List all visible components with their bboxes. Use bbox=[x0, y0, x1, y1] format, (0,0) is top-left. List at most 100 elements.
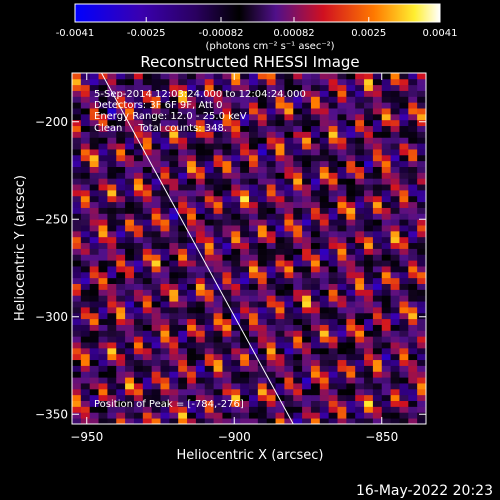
heatmap-cell bbox=[89, 90, 99, 97]
heatmap-cell bbox=[133, 236, 144, 244]
heatmap-cell bbox=[151, 119, 161, 127]
heatmap-cell bbox=[98, 143, 108, 150]
heatmap-cell bbox=[310, 266, 321, 273]
heatmap-cell bbox=[107, 353, 117, 361]
heatmap-cell bbox=[187, 254, 197, 261]
heatmap-cell bbox=[240, 394, 250, 401]
heatmap-cell bbox=[89, 271, 99, 279]
heatmap-cell bbox=[293, 336, 303, 343]
heatmap-cell bbox=[328, 277, 338, 284]
heatmap-cell bbox=[381, 201, 391, 208]
heatmap-cell bbox=[328, 242, 338, 249]
heatmap-cell bbox=[222, 225, 232, 232]
heatmap-cell bbox=[142, 201, 153, 208]
heatmap-cell bbox=[89, 160, 99, 167]
heatmap-cell bbox=[381, 149, 391, 156]
heatmap-cell bbox=[72, 347, 82, 355]
heatmap-cell bbox=[178, 78, 188, 86]
heatmap-cell bbox=[169, 90, 179, 97]
heatmap-cell bbox=[302, 78, 312, 86]
heatmap-cell bbox=[125, 260, 135, 267]
heatmap-cell bbox=[337, 371, 347, 378]
heatmap-cell bbox=[89, 371, 99, 378]
heatmap-cell bbox=[249, 359, 259, 366]
heatmap-cell bbox=[80, 78, 91, 86]
heatmap-cell bbox=[310, 195, 321, 203]
heatmap-cell bbox=[116, 412, 126, 419]
heatmap-cell bbox=[328, 184, 338, 191]
heatmap-cell bbox=[293, 125, 303, 132]
heatmap-cell bbox=[231, 96, 241, 103]
heatmap-cell bbox=[213, 377, 223, 384]
heatmap-cell bbox=[169, 96, 179, 103]
heatmap-cell bbox=[133, 207, 144, 214]
heatmap-cell bbox=[98, 400, 108, 407]
heatmap-cell bbox=[319, 353, 330, 361]
heatmap-cell bbox=[107, 266, 117, 273]
heatmap-cell bbox=[399, 377, 409, 384]
heatmap-cell bbox=[107, 324, 117, 331]
heatmap-cell bbox=[204, 236, 214, 244]
chart-title: Reconstructed RHESSI Image bbox=[140, 53, 359, 71]
heatmap-cell bbox=[293, 178, 303, 185]
heatmap-cell bbox=[178, 406, 188, 413]
heatmap-cell bbox=[204, 113, 214, 121]
heatmap-cell bbox=[266, 283, 276, 290]
heatmap-cell bbox=[240, 125, 250, 132]
heatmap-cell bbox=[178, 412, 188, 419]
heatmap-cell bbox=[257, 201, 268, 208]
heatmap-cell bbox=[319, 412, 330, 419]
heatmap-cell bbox=[275, 78, 285, 86]
heatmap-cell bbox=[328, 283, 338, 290]
heatmap-cell bbox=[195, 213, 206, 220]
heatmap-cell bbox=[337, 90, 347, 97]
heatmap-cell bbox=[328, 406, 338, 413]
heatmap-cell bbox=[372, 248, 383, 255]
heatmap-cell bbox=[346, 324, 356, 331]
heatmap-cell bbox=[337, 108, 347, 115]
heatmap-cell bbox=[346, 225, 356, 232]
heatmap-cell bbox=[275, 73, 285, 80]
heatmap-cell bbox=[169, 388, 179, 396]
heatmap-cell bbox=[142, 190, 153, 197]
heatmap-cell bbox=[80, 201, 91, 208]
heatmap-cell bbox=[116, 96, 126, 103]
heatmap-cell bbox=[310, 383, 321, 390]
heatmap-cell bbox=[222, 342, 232, 349]
heatmap-cell bbox=[107, 131, 117, 138]
heatmap-cell bbox=[257, 248, 268, 255]
heatmap-cell bbox=[169, 172, 179, 179]
heatmap-cell bbox=[151, 166, 161, 173]
heatmap-cell bbox=[328, 137, 338, 144]
heatmap-cell bbox=[328, 149, 338, 156]
heatmap-cell bbox=[390, 190, 400, 197]
heatmap-cell bbox=[293, 254, 303, 261]
heatmap-cell bbox=[417, 289, 426, 296]
heatmap-cell bbox=[319, 254, 330, 261]
heatmap-cell bbox=[222, 260, 232, 267]
heatmap-cell bbox=[89, 195, 99, 203]
heatmap-cell bbox=[125, 125, 135, 132]
heatmap-cell bbox=[160, 160, 170, 167]
heatmap-cell bbox=[257, 195, 268, 203]
heatmap-cell bbox=[284, 307, 294, 314]
heatmap-cell bbox=[249, 166, 259, 173]
heatmap-cell bbox=[240, 143, 250, 150]
heatmap-cell bbox=[319, 388, 330, 396]
heatmap-cell bbox=[204, 96, 214, 103]
heatmap-cell bbox=[346, 365, 356, 372]
heatmap-cell bbox=[355, 406, 365, 413]
heatmap-cell bbox=[240, 324, 250, 331]
heatmap-cell bbox=[195, 102, 206, 109]
heatmap-cell bbox=[390, 271, 400, 279]
heatmap-cell bbox=[337, 225, 347, 232]
heatmap-cell bbox=[125, 131, 135, 138]
heatmap-cell bbox=[284, 347, 294, 355]
heatmap-cell bbox=[222, 166, 232, 173]
heatmap-cell bbox=[249, 230, 259, 238]
heatmap-cell bbox=[408, 166, 418, 173]
heatmap-cell bbox=[408, 190, 418, 197]
heatmap-cell bbox=[151, 236, 161, 244]
heatmap-cell bbox=[195, 236, 206, 244]
heatmap-cell bbox=[80, 178, 91, 185]
